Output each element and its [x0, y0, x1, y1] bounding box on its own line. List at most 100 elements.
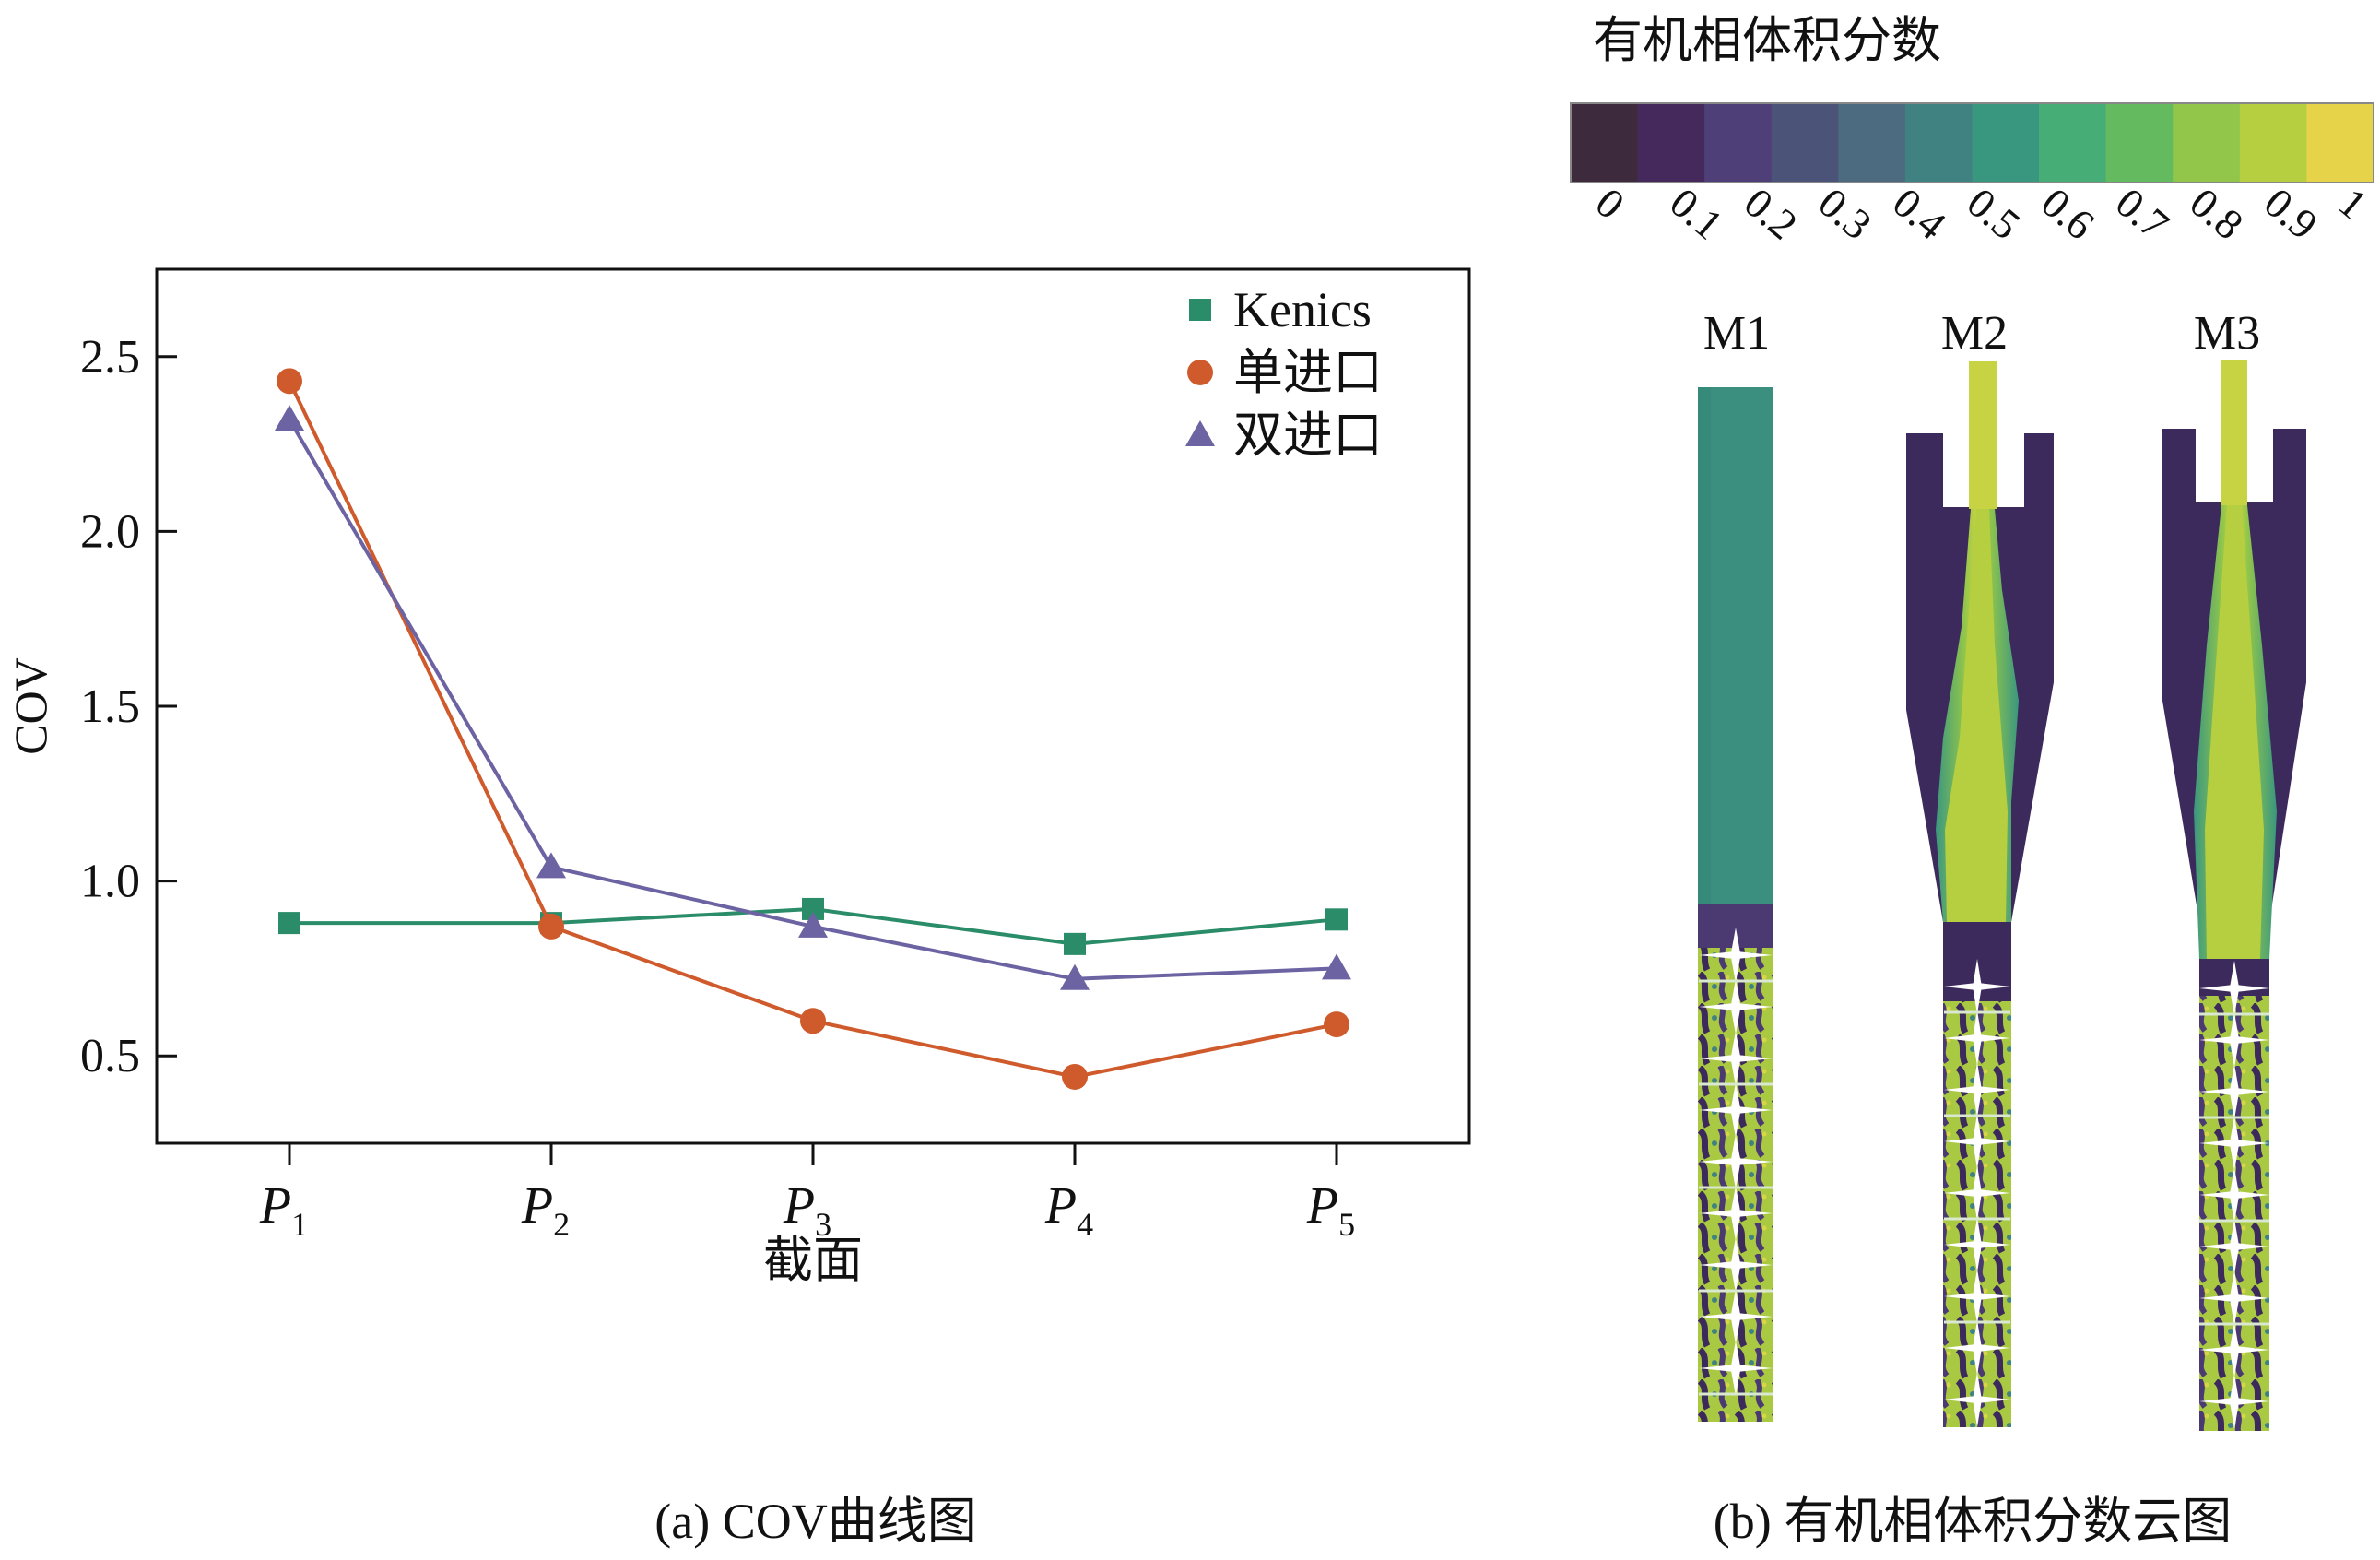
data-point — [1324, 1011, 1349, 1038]
colorbar-segment — [2039, 103, 2107, 183]
y-tick-label: 2.0 — [80, 505, 140, 558]
colorbar-segment — [1571, 103, 1639, 183]
colorbar-frame — [1570, 102, 2374, 183]
colorbar-tick-label: 1 — [2330, 179, 2376, 229]
m3-mixer-elements — [2199, 961, 2269, 1429]
colorbar-segment — [1972, 103, 2040, 183]
mixer-element — [1699, 1186, 1773, 1241]
y-axis-title: COV — [5, 657, 56, 755]
contour-m1: M1 — [1698, 307, 1773, 1422]
m2-inlet-jet — [1969, 361, 1997, 509]
colorbar-tick-label: 0.7 — [2107, 179, 2178, 249]
mixer-element — [2199, 1116, 2269, 1171]
mixer-element — [2199, 1219, 2269, 1274]
data-point — [538, 913, 564, 940]
mixer-element — [2199, 961, 2269, 1016]
data-point — [275, 405, 304, 431]
colorbar-title: 有机相体积分数 — [1593, 13, 1941, 68]
caption-a: (a) COV曲线图 — [654, 1494, 976, 1549]
m1-upper-shade — [1698, 387, 1711, 922]
mixer-element — [1944, 1269, 2010, 1324]
legend-label: Kenics — [1233, 282, 1372, 337]
data-point — [278, 912, 300, 935]
colorbar-segment — [1904, 103, 1973, 183]
mixer-element — [2199, 1270, 2269, 1326]
contour-m2: M2 — [1906, 307, 2054, 1427]
y-tick-label: 1.0 — [80, 856, 140, 908]
data-point — [1062, 1063, 1088, 1090]
y-tick-label: 0.5 — [80, 1030, 140, 1082]
m3-core — [2205, 505, 2264, 959]
series-line — [288, 419, 1337, 981]
m2-mixer-elements — [1944, 959, 2010, 1427]
colorbar — [1570, 102, 2374, 183]
mixer-element — [2199, 1064, 2269, 1119]
legend-label: 单进口 — [1233, 345, 1383, 400]
mixer-element — [1944, 1372, 2010, 1427]
colorbar-tick-label: 0.4 — [1884, 179, 1955, 249]
x-tick-label: P5 — [1306, 1177, 1355, 1243]
mixer-element — [1699, 1237, 1773, 1293]
x-tick-label: P1 — [259, 1177, 308, 1243]
mixer-element — [1699, 1031, 1773, 1086]
legend-label: 双进口 — [1233, 408, 1383, 463]
y-tick-label: 1.5 — [80, 680, 140, 733]
panel-label-m3: M3 — [2194, 307, 2260, 360]
m3-inlet-jet — [2221, 360, 2247, 507]
colorbar-segment — [2173, 103, 2241, 183]
colorbar-segment — [2105, 103, 2174, 183]
m1-mixer-elements — [1699, 928, 1773, 1396]
colorbar-segment — [1838, 103, 1906, 183]
data-point — [1060, 963, 1090, 990]
data-point — [536, 852, 566, 879]
colorbar-segment — [2306, 103, 2374, 183]
colorbar-segment — [2239, 103, 2307, 183]
x-tick-label: P4 — [1044, 1177, 1093, 1243]
mixer-element — [1944, 1114, 2010, 1169]
volume-fraction-contours: 有机相体积分数 0 0.1 0.2 0.3 0.4 0.5 0.6 0.7 0.8 0.9 1 M1… — [1570, 13, 2376, 1549]
cov-line-chart: 0.5 1.0 1.5 2.0 2.5 P1 P2 P3 P4 P5 COV 截面 Kenics… — [5, 267, 1471, 1549]
mixer-element — [1699, 1082, 1773, 1138]
colorbar-tick-label: 0.5 — [1959, 179, 2030, 249]
m2-core — [1945, 509, 2008, 922]
y-axis: 0.5 1.0 1.5 2.0 2.5 — [80, 331, 177, 1082]
colorbar-tick-label: 0 — [1587, 179, 1633, 229]
mixer-element — [1699, 1341, 1773, 1396]
colorbar-tick-label: 0.8 — [2181, 179, 2252, 249]
legend-marker — [1185, 420, 1215, 446]
colorbar-segment — [1771, 103, 1839, 183]
data-point — [1322, 953, 1351, 980]
colorbar-segment — [1704, 103, 1773, 183]
mixer-element — [1944, 959, 2010, 1014]
legend-marker — [1187, 360, 1213, 385]
data-point — [798, 911, 828, 938]
series-3 — [275, 405, 1351, 990]
mixer-element — [1699, 928, 1773, 983]
legend-marker — [1189, 299, 1211, 321]
mixer-element — [1944, 1062, 2010, 1117]
mixer-element — [2199, 1374, 2269, 1429]
x-axis-title: 截面 — [763, 1233, 863, 1288]
mixer-element — [1699, 1289, 1773, 1344]
colorbar-tick-labels: 0 0.1 0.2 0.3 0.4 0.5 0.6 0.7 0.8 0.9 1 — [1587, 179, 2376, 249]
y-tick-label: 2.5 — [80, 331, 140, 384]
x-tick-label: P2 — [521, 1177, 570, 1243]
mixer-element — [2199, 1167, 2269, 1223]
mixer-element — [1699, 979, 1773, 1034]
mixer-element — [2199, 1322, 2269, 1377]
colorbar-tick-label: 0.1 — [1661, 179, 1732, 249]
panel-label-m1: M1 — [1703, 307, 1770, 360]
caption-b: (b) 有机相体积分数云图 — [1714, 1494, 2232, 1549]
series-2 — [277, 368, 1349, 1090]
panel-label-m2: M2 — [1941, 307, 2008, 360]
series-layer — [275, 368, 1351, 1090]
colorbar-tick-label: 0.2 — [1736, 179, 1807, 249]
mixer-element — [1944, 1217, 2010, 1272]
data-point — [1325, 908, 1348, 931]
series-line — [288, 380, 1337, 1079]
colorbar-segment — [1637, 103, 1705, 183]
mixer-element — [1944, 1010, 2010, 1066]
mixer-element — [1944, 1320, 2010, 1376]
